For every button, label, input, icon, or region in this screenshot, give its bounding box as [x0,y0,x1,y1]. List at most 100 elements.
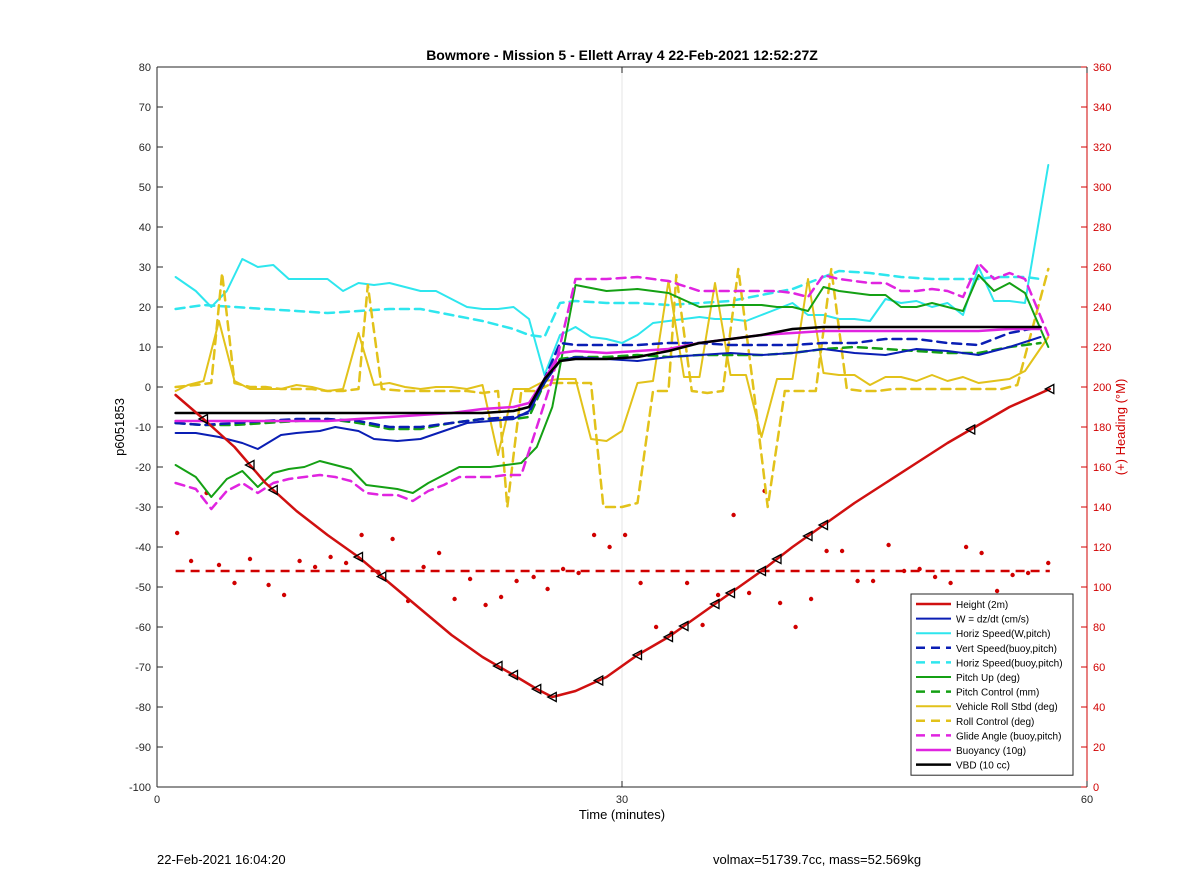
footer-volmax-mass: volmax=51739.7cc, mass=52.569kg [713,852,922,867]
right-y-tick-label: 140 [1093,502,1111,514]
heading-point [808,596,814,602]
heading-point [917,566,922,572]
left-y-tick-label: -50 [135,582,151,594]
heading-point [483,602,488,608]
heading-point [793,624,798,630]
heading-point [390,536,395,542]
right-y-tick-label: 100 [1093,582,1111,594]
heading-direction-marker [724,587,736,599]
heading-direction-marker [755,565,767,577]
heading-point [591,532,597,538]
right-y-tick-label: 340 [1093,102,1111,114]
heading-point [498,594,504,600]
right-y-tick-label: 180 [1093,422,1111,434]
heading-point [979,550,984,556]
heading-point [684,580,690,586]
legend-entry: Height (2m) [956,600,1008,611]
heading-point [174,530,180,536]
heading-direction-marker [631,649,643,661]
left-y-tick-label: -90 [135,742,151,754]
right-y-tick-label: 80 [1093,622,1105,634]
series-line-5 [174,274,1050,498]
heading-direction-marker [197,413,209,425]
heading-point [994,588,1000,594]
heading-point [855,578,860,584]
heading-point [839,548,845,554]
footer-timestamp: 22-Feb-2021 16:04:20 [157,852,286,867]
series-line-7 [174,278,1050,456]
heading-point [576,570,581,576]
chart-title: Bowmore - Mission 5 - Ellett Array 4 22-… [426,47,818,63]
series-line-11 [174,325,1042,415]
heading-point [622,532,628,538]
heading-point [901,568,907,574]
left-y-tick-label: 40 [139,222,151,234]
left-y-tick-label: 20 [139,302,151,314]
heading-point [777,600,783,606]
legend-entry: Horiz Speed(buoy,pitch) [956,658,1063,669]
left-y-tick-label: -40 [135,542,151,554]
heading-point [328,554,333,560]
heading-point [467,576,473,582]
left-y-tick-label: -30 [135,502,151,514]
legend-entry: Vert Speed(buoy,pitch) [956,644,1057,655]
heading-point [731,512,736,518]
heading-direction-marker [592,674,604,687]
heading-point [870,578,876,584]
heading-point [343,560,349,566]
heading-point [232,580,237,586]
heading-point [932,574,938,580]
right-y-tick-label: 320 [1093,142,1111,154]
left-y-tick-label: -20 [135,462,151,474]
legend-entry: Glide Angle (buoy,pitch) [956,731,1061,742]
heading-direction-marker [492,660,503,672]
heading-point [436,550,442,556]
right-y-tick-label: 60 [1093,662,1105,674]
heading-direction-marker [964,423,976,436]
series-line-2 [174,164,1050,376]
left-y-tick-label: 0 [145,382,151,394]
legend-entry: Horiz Speed(W,pitch) [956,629,1050,640]
heading-point [948,580,953,586]
left-y-tick-label: -70 [135,662,151,674]
right-y-tick-label: 220 [1093,342,1111,354]
series-line-3 [174,325,1042,429]
legend-entry: Roll Control (deg) [956,717,1034,728]
x-tick-label: 0 [154,794,160,806]
heading-direction-marker [267,484,278,496]
heading-point [312,564,318,570]
heading-point [359,532,364,538]
heading-point [560,566,566,572]
left-y-tick-label: -10 [135,422,151,434]
heading-point [715,592,721,598]
heading-point [452,596,457,602]
heading-point [1046,560,1051,566]
heading-direction-marker [771,553,782,565]
right-y-tick-label: 280 [1093,222,1111,234]
heading-point [700,622,705,628]
series-line-0 [174,387,1052,699]
x-tick-label: 30 [616,794,628,806]
heading-direction-marker [662,631,674,643]
left-y-tick-label: -100 [129,782,151,794]
left-y-tick-label: 10 [139,342,151,354]
heading-point [247,556,253,562]
series-line-4 [174,269,1042,339]
legend-entry: Pitch Up (deg) [956,673,1020,684]
right-y-tick-label: 300 [1093,182,1111,194]
x-tick-label: 60 [1081,794,1093,806]
legend-entry: Vehicle Roll Stbd (deg) [956,702,1058,713]
plot-area [174,164,1055,703]
left-y-tick-label: -60 [135,622,151,634]
series-line-1 [174,336,1042,450]
heading-point [824,548,829,554]
heading-point [653,624,659,630]
heading-direction-marker [530,683,542,695]
left-y-axis-label: p6051853 [112,398,127,456]
heading-point [638,580,643,586]
heading-point [1010,572,1015,578]
legend-entry: W = dz/dt (cm/s) [956,615,1029,626]
x-axis: 0 30 60 [154,67,1093,806]
heading-direction-marker [546,691,557,703]
